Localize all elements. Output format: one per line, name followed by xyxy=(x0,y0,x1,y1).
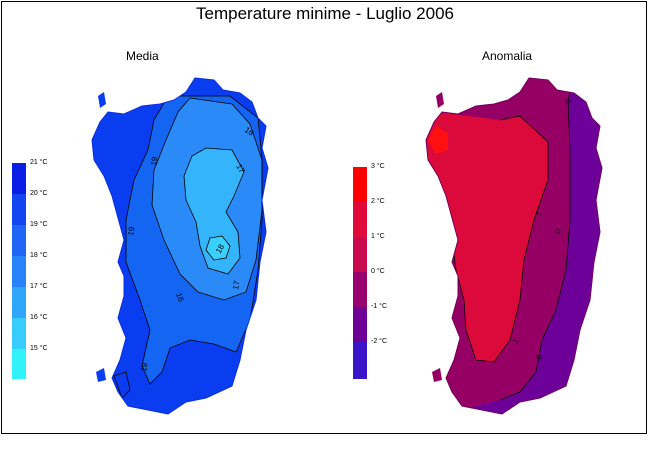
anomalia-scale-swatch-6 xyxy=(353,342,367,379)
media-coastline xyxy=(91,77,269,415)
anomalia-subtitle: Anomalia xyxy=(482,49,533,63)
media-label-16b: 16 xyxy=(174,292,186,304)
figure-title: Temperature minime - Luglio 2006 xyxy=(196,4,454,23)
media-label-17b: 17 xyxy=(231,279,242,290)
anomalia-scale-label-2: 2 °C xyxy=(371,198,385,205)
anomalia-contour-labels: 0 1 0 1 0 xyxy=(511,97,574,360)
media-island-asinara xyxy=(98,92,106,108)
media-scale-swatch-7 xyxy=(12,349,26,379)
anomalia-scale-swatch-2 xyxy=(353,202,367,237)
anomalia-island-sw xyxy=(432,368,442,382)
media-band-17 xyxy=(184,148,244,274)
anomalia-scale-label-3: 3 °C xyxy=(371,163,385,170)
media-core xyxy=(206,236,230,260)
media-scale-swatch-3 xyxy=(12,225,26,256)
anomalia-color-scale: 3 °C 2 °C 1 °C 0 °C -1 °C -2 °C xyxy=(353,163,413,379)
anomalia-hot-spot xyxy=(428,126,448,154)
anomalia-scale-label-m1: -1 °C xyxy=(371,303,388,310)
anomalia-contour-1 xyxy=(451,115,549,363)
media-scale-swatch-4 xyxy=(12,256,26,287)
anomalia-label-0b: 0 xyxy=(553,228,563,234)
media-scale-label-21: 21 °C xyxy=(30,159,48,166)
anomalia-label-1a: 1 xyxy=(534,210,544,216)
anomalia-island-asinara xyxy=(436,92,444,108)
anomalia-coastline xyxy=(425,77,603,415)
anomalia-contour-0 xyxy=(499,78,576,401)
anomalia-label-1b: 1 xyxy=(511,337,521,345)
anomalia-scale-label-m2: -2 °C xyxy=(371,338,388,345)
media-subtitle: Media xyxy=(126,49,159,63)
media-contour-16 xyxy=(205,235,231,261)
media-island-sw xyxy=(96,368,106,382)
media-scale-label-15: 15 °C xyxy=(30,345,48,352)
media-label-19a: 19 xyxy=(149,155,160,166)
anomalia-band-west xyxy=(426,110,548,362)
anomalia-scale-label-0: 0 °C xyxy=(371,268,385,275)
media-label-19c: 19 xyxy=(139,361,150,372)
media-scale-swatch-5 xyxy=(12,287,26,318)
anomalia-label-0a: 0 xyxy=(563,97,573,104)
media-scale-label-18: 18 °C xyxy=(30,252,48,259)
map-anomalia: 0 1 0 1 0 xyxy=(425,77,603,415)
media-scale-swatch-2 xyxy=(12,194,26,225)
media-contour-17 xyxy=(183,147,245,275)
anomalia-label-0c: 0 xyxy=(534,353,544,361)
media-contour-18 xyxy=(151,97,263,301)
media-scale-label-20: 20 °C xyxy=(30,190,48,197)
figure-frame xyxy=(1,1,647,434)
media-scale-swatch-6 xyxy=(12,318,26,349)
media-color-scale: 21 °C 20 °C 19 °C 18 °C 17 °C 16 °C 15 °… xyxy=(12,159,72,379)
media-scale-label-17: 17 °C xyxy=(30,283,48,290)
media-contour-sw xyxy=(113,371,131,399)
anomalia-scale-label-1: 1 °C xyxy=(371,233,385,240)
media-scale-swatch-1 xyxy=(12,163,26,194)
anomalia-scale-swatch-4 xyxy=(353,272,367,307)
media-scale-label-19: 19 °C xyxy=(30,221,48,228)
anomalia-scale-swatch-5 xyxy=(353,307,367,342)
media-label-19b: 19 xyxy=(126,225,137,236)
media-scale-label-16: 16 °C xyxy=(30,314,48,321)
anomalia-scale-swatch-1 xyxy=(353,167,367,202)
map-media: 16 17 18 19 19 16 17 19 xyxy=(91,77,269,415)
anomalia-scale-swatch-3 xyxy=(353,237,367,272)
